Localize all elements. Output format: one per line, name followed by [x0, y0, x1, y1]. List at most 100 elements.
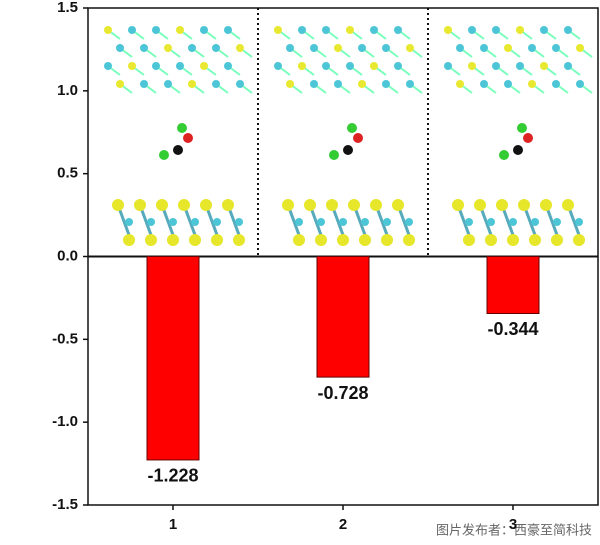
atom	[140, 44, 148, 52]
atom	[173, 145, 183, 155]
atom	[200, 62, 208, 70]
atom	[236, 44, 244, 52]
x-tick-label: 2	[339, 516, 347, 533]
atom	[562, 199, 574, 211]
atom	[552, 80, 560, 88]
bar	[316, 256, 370, 378]
atom	[286, 44, 294, 52]
atom	[358, 80, 366, 88]
atom	[468, 26, 476, 34]
atom	[295, 218, 303, 226]
atom	[394, 26, 402, 34]
atom	[504, 80, 512, 88]
y-tick-label: 1.5	[57, 0, 78, 16]
atom	[480, 44, 488, 52]
atom	[298, 62, 306, 70]
atom	[517, 123, 527, 133]
atom	[468, 62, 476, 70]
atom	[125, 218, 133, 226]
atom	[200, 26, 208, 34]
atom	[123, 234, 135, 246]
atom	[169, 218, 177, 226]
atom	[177, 123, 187, 133]
atom	[176, 62, 184, 70]
atom	[564, 62, 572, 70]
atom	[518, 199, 530, 211]
atom	[551, 234, 563, 246]
atom	[286, 80, 294, 88]
atom	[147, 218, 155, 226]
atom	[152, 62, 160, 70]
atom	[370, 26, 378, 34]
atom	[553, 218, 561, 226]
atom	[496, 199, 508, 211]
atom	[224, 26, 232, 34]
atom	[176, 26, 184, 34]
atom	[112, 199, 124, 211]
atom	[492, 62, 500, 70]
atom	[531, 218, 539, 226]
atom	[329, 150, 339, 160]
atom	[156, 199, 168, 211]
atom	[224, 62, 232, 70]
atom	[128, 26, 136, 34]
atom	[564, 26, 572, 34]
atom	[348, 199, 360, 211]
atom	[236, 80, 244, 88]
atom	[487, 218, 495, 226]
atom	[370, 199, 382, 211]
atom	[504, 44, 512, 52]
y-tick-label: -1.0	[52, 413, 78, 430]
atom	[456, 80, 464, 88]
atom	[310, 44, 318, 52]
atom	[274, 26, 282, 34]
atom	[235, 218, 243, 226]
atom	[575, 218, 583, 226]
atom	[343, 145, 353, 155]
atom	[183, 133, 193, 143]
atom	[346, 62, 354, 70]
atom	[529, 234, 541, 246]
atom	[540, 199, 552, 211]
atom	[145, 234, 157, 246]
atom	[116, 80, 124, 88]
atom	[516, 26, 524, 34]
atom	[310, 80, 318, 88]
atom	[347, 123, 357, 133]
atom	[485, 234, 497, 246]
atom	[509, 218, 517, 226]
atom	[346, 26, 354, 34]
atom	[513, 145, 523, 155]
atom	[104, 62, 112, 70]
atom	[394, 62, 402, 70]
atom	[334, 80, 342, 88]
atom	[164, 80, 172, 88]
bar	[486, 256, 540, 314]
atom	[463, 234, 475, 246]
atom	[322, 62, 330, 70]
atom	[492, 26, 500, 34]
atom	[361, 218, 369, 226]
atom	[159, 150, 169, 160]
value-label: -0.344	[487, 319, 538, 339]
atom	[405, 218, 413, 226]
x-tick-label: 3	[509, 516, 517, 533]
atom	[516, 62, 524, 70]
atom	[178, 199, 190, 211]
atom	[573, 234, 585, 246]
y-tick-label: -0.5	[52, 330, 78, 347]
atom	[576, 80, 584, 88]
atom	[392, 199, 404, 211]
atom	[211, 234, 223, 246]
atom	[322, 26, 330, 34]
value-label: -0.728	[317, 383, 368, 403]
atom	[540, 26, 548, 34]
y-tick-label: 0.5	[57, 165, 78, 182]
atom	[167, 234, 179, 246]
atom	[140, 80, 148, 88]
atom	[337, 234, 349, 246]
atom	[188, 44, 196, 52]
atom	[164, 44, 172, 52]
atom	[465, 218, 473, 226]
atom	[298, 26, 306, 34]
